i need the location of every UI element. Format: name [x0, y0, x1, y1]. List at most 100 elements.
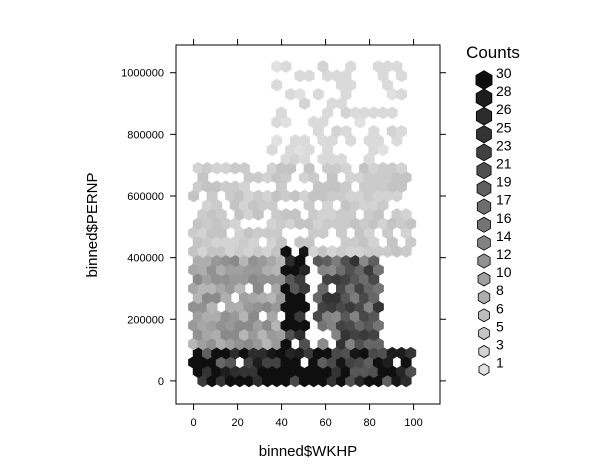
- hex-cell: [391, 171, 403, 184]
- x-axis-title: binned$WKHP: [259, 443, 357, 460]
- hex-cell: [368, 235, 380, 249]
- hex-cell: [202, 272, 213, 286]
- hex-cell: [252, 263, 264, 277]
- hex-cell: [345, 60, 357, 73]
- hex-cell: [308, 374, 320, 388]
- hex-cell: [382, 374, 394, 388]
- hex-cell: [243, 208, 255, 221]
- hex-cell: [280, 115, 292, 129]
- hex-cell: [340, 88, 352, 101]
- hex-cell: [266, 198, 278, 212]
- legend-swatch: [477, 253, 491, 269]
- hex-cell: [238, 272, 250, 286]
- hex-cell: [285, 143, 297, 157]
- hex-cell: [335, 245, 347, 258]
- hex-cell: [368, 106, 380, 120]
- hex-cell: [257, 272, 269, 286]
- hex-cell: [229, 198, 241, 212]
- hex-cell: [211, 272, 223, 286]
- hex-cell: [220, 235, 232, 249]
- hex-cell: [363, 337, 375, 351]
- hex-cell: [359, 235, 370, 249]
- hex-cell: [368, 180, 380, 194]
- hex-cell: [285, 161, 297, 175]
- hex-cell: [349, 365, 361, 378]
- hex-cell: [326, 356, 338, 369]
- hex-cell: [368, 328, 380, 341]
- hex-cell: [271, 115, 283, 129]
- hex-cell: [349, 235, 361, 249]
- hex-cell: [322, 161, 334, 175]
- hex-cell: [220, 161, 232, 175]
- hex-cell: [382, 356, 394, 369]
- hex-cell: [289, 263, 301, 277]
- hex-cell: [294, 365, 306, 378]
- hex-cell: [266, 365, 278, 378]
- hex-cell: [317, 226, 329, 240]
- legend-swatch: [476, 198, 492, 215]
- hex-cell: [308, 208, 320, 221]
- hex-cell: [372, 319, 384, 332]
- hex-cell: [317, 208, 329, 221]
- hex-cell: [275, 291, 287, 304]
- hex-cell: [359, 254, 370, 268]
- hex-cell: [211, 309, 223, 323]
- hex-cell: [215, 374, 227, 388]
- hex-cell: [229, 180, 241, 194]
- hex-cell: [280, 282, 292, 295]
- hex-cell: [340, 328, 352, 341]
- legend-label: 12: [496, 246, 512, 262]
- hex-cell: [220, 217, 232, 231]
- hex-cell: [326, 134, 338, 147]
- hex-cell: [202, 254, 213, 268]
- hex-cell: [326, 263, 338, 277]
- hex-cell: [188, 282, 200, 295]
- hex-cell: [312, 365, 324, 378]
- hex-cell: [238, 365, 250, 378]
- hex-cell: [363, 171, 375, 184]
- hex-cell: [303, 217, 315, 231]
- hex-cell: [396, 365, 407, 378]
- hex-cell: [340, 272, 352, 286]
- hex-cell: [215, 337, 227, 351]
- hex-cell: [372, 300, 384, 314]
- hex-cell: [215, 356, 227, 369]
- hex-cell: [202, 217, 213, 231]
- hex-cell: [280, 208, 292, 221]
- hex-cell: [382, 189, 394, 203]
- legend-label: 1: [496, 355, 504, 371]
- hex-cell: [322, 106, 334, 120]
- hex-cell: [188, 356, 200, 369]
- hex-cell: [271, 337, 283, 351]
- legend-title: Counts: [466, 43, 520, 62]
- hex-cell: [211, 198, 223, 212]
- hex-cell: [368, 217, 380, 231]
- hex-cell: [372, 189, 384, 203]
- hex-cell: [289, 189, 301, 203]
- hex-cell: [271, 208, 283, 221]
- hex-cell: [368, 346, 380, 360]
- hex-cell: [354, 245, 366, 258]
- hex-cell: [266, 291, 278, 304]
- hex-cell: [359, 328, 370, 341]
- hex-cell: [252, 374, 264, 388]
- hex-cell: [211, 254, 223, 268]
- hex-cell: [396, 180, 407, 194]
- hex-cell: [317, 263, 329, 277]
- hex-cell: [238, 235, 250, 249]
- plot-frame: [175, 44, 441, 405]
- hex-cell: [335, 300, 347, 314]
- hex-cell: [197, 263, 209, 277]
- hex-cell: [215, 282, 227, 295]
- hex-cell: [257, 198, 269, 212]
- hex-cell: [192, 217, 204, 231]
- hex-cell: [299, 337, 310, 351]
- hex-cell: [238, 161, 250, 175]
- legend-swatch: [475, 106, 493, 126]
- legend-label: 6: [496, 300, 504, 316]
- hex-cell: [252, 208, 264, 221]
- hex-cell: [188, 300, 200, 314]
- hex-cell: [335, 263, 347, 277]
- legend-label: 25: [496, 119, 512, 135]
- hex-cell: [271, 60, 283, 73]
